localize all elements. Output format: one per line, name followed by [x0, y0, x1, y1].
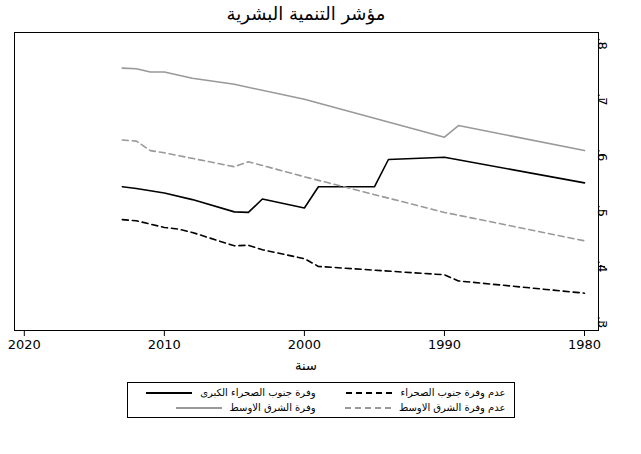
html-text:عدم وفرة جنوب الصحراء: عدم وفرة جنوب الصحراء — [400, 387, 506, 398]
svg-text:2010: 2010 — [148, 337, 181, 352]
svg-text:.4: .4 — [595, 260, 610, 272]
svg-text:2000: 2000 — [288, 337, 321, 352]
svg-text:2020: 2020 — [8, 337, 41, 352]
svg-text:.6: .6 — [595, 149, 610, 161]
svg-text:1990: 1990 — [428, 337, 461, 352]
svg-text:.8: .8 — [595, 37, 610, 49]
html-text:سنة: سنة — [295, 358, 317, 373]
html-text:وفرة الشرق الاوسط: وفرة الشرق الاوسط — [229, 402, 316, 413]
html-text:عدم وفرة الشرق الاوسط: عدم وفرة الشرق الاوسط — [399, 402, 506, 413]
svg-text:.3: .3 — [595, 316, 610, 328]
svg-text:.7: .7 — [595, 93, 610, 105]
svg-text:.5: .5 — [595, 205, 610, 217]
html-text:وفرة جنوب الصحراء الكبرى: وفرة جنوب الصحراء الكبرى — [200, 387, 316, 398]
svg-text:1980: 1980 — [568, 337, 601, 352]
html-text:مؤشر التنمية البشرية: مؤشر التنمية البشرية — [226, 3, 386, 24]
